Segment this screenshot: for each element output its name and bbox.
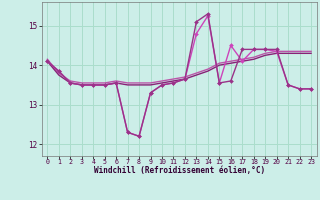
X-axis label: Windchill (Refroidissement éolien,°C): Windchill (Refroidissement éolien,°C) <box>94 166 265 175</box>
